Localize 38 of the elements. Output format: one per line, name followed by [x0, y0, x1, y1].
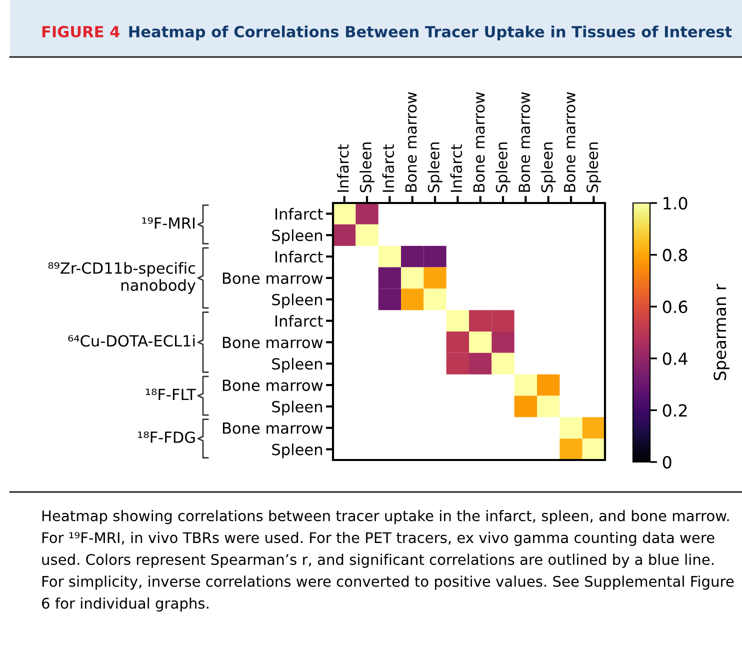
y-tick-label: Bone marrow — [222, 272, 323, 284]
x-tick-label: Spleen — [540, 142, 556, 192]
color-bar-label: 1.0 — [664, 196, 688, 210]
text: Heatmap showing correlations between tracer uptake in the infarct, spleen, and bone marrow. For ¹⁹F-MRI, in vivo TBRs were used. For the PET tracers, ex vivo gamma counting data were used. Colors represent Spearman’s r, and significant correlations are outlined by a blue line. For simplicity, inverse correlations were converted to positive values. See Supplemental Figure 6 for individual graphs. — [42, 510, 734, 612]
y-tick-label: Spleen — [272, 229, 322, 244]
color-bar-label: 0 — [662, 456, 672, 469]
text: ¹⁹F-MRI — [142, 217, 194, 229]
text: ⁸⁹Zr-CD11b-specific nanobody — [48, 262, 196, 294]
y-tick-label: Bone marrow — [222, 422, 323, 434]
x-tick-label: Bone marrow — [473, 92, 485, 192]
text: FIGURE 4 — [42, 26, 120, 38]
color-bar-label: 0.2 — [662, 404, 687, 417]
color-bar-label: 0.6 — [662, 300, 688, 314]
text: ¹⁸F-FLT — [146, 388, 196, 400]
x-tick-label: Spleen — [360, 142, 374, 192]
y-tick-label: Bone marrow — [222, 380, 323, 392]
x-tick-label: Infarct — [450, 144, 462, 192]
y-tick-label: Spleen — [272, 294, 322, 308]
text: ¹⁸F-FDG — [138, 431, 195, 444]
x-tick-label: Spleen — [496, 142, 510, 192]
color-bar-title: Spearman r — [714, 284, 730, 380]
y-tick-label: Bone marrow — [222, 336, 323, 348]
x-tick-label: Spleen — [586, 142, 602, 192]
x-tick-label: Bone marrow — [405, 92, 417, 192]
y-tick-label: Infarct — [276, 250, 323, 263]
y-tick-label: Infarct — [276, 208, 323, 220]
x-tick-label: Bone marrow — [518, 92, 530, 192]
x-tick-label: Bone marrow — [564, 92, 576, 192]
y-tick-label: Spleen — [272, 443, 322, 458]
chart-subtitle: Heatmap of Correlations Between Tracer Uptake in Tissues of Interest — [129, 26, 732, 40]
y-tick-label: Spleen — [272, 400, 322, 416]
x-tick-label: Spleen — [428, 142, 442, 192]
y-tick-label: Spleen — [272, 358, 322, 373]
x-tick-label: Infarct — [382, 144, 394, 192]
y-tick-label: Infarct — [276, 314, 323, 327]
color-bar-label: 0.4 — [662, 352, 688, 365]
color-bar-label: 0.8 — [662, 248, 688, 262]
text: ⁶⁴Cu-DOTA-ECL1i — [68, 334, 195, 347]
